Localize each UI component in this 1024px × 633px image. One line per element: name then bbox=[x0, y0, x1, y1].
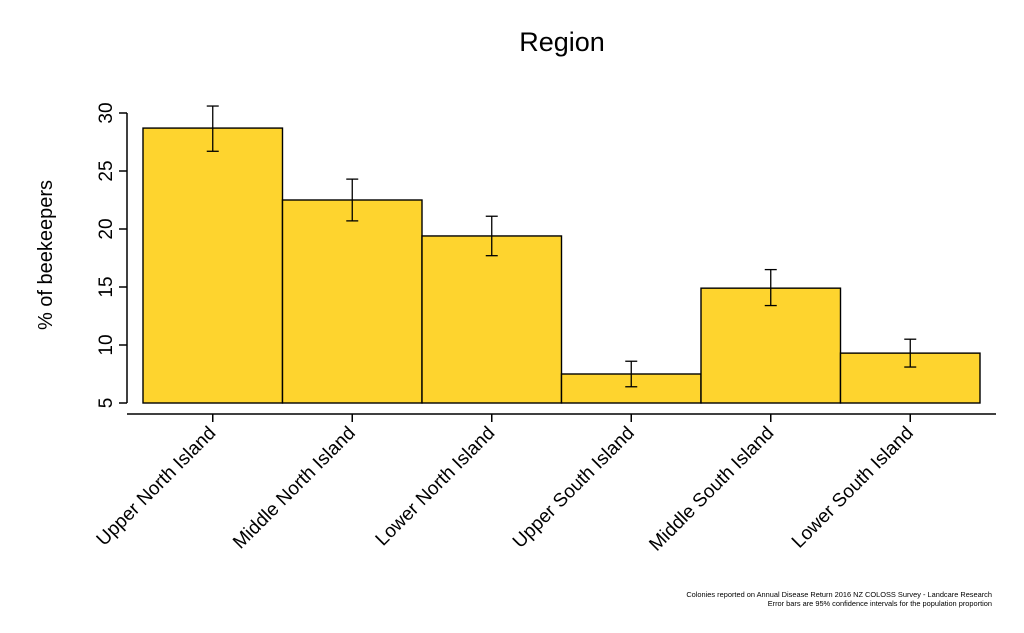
bar bbox=[281, 199, 423, 404]
y-tick-label: 10 bbox=[96, 334, 117, 355]
bar bbox=[421, 235, 563, 404]
y-axis: 5 10 15 20 25 30 bbox=[96, 102, 128, 409]
x-tick-label: Lower South Island bbox=[788, 423, 918, 553]
chart-title: Region bbox=[519, 27, 605, 57]
error-bars-group bbox=[206, 105, 917, 388]
y-tick-label: 15 bbox=[96, 276, 117, 297]
y-tick-label: 5 bbox=[96, 398, 117, 409]
x-tick-label: Upper North Island bbox=[93, 423, 221, 551]
y-tick-label: 25 bbox=[96, 160, 117, 181]
x-axis: Upper North Island Middle North Island Low… bbox=[93, 413, 996, 556]
y-tick-label: 20 bbox=[96, 218, 117, 239]
x-tick-label: Middle North Island bbox=[229, 423, 360, 554]
x-tick-label: Lower North Island bbox=[372, 423, 500, 551]
y-axis-label: % of beekeepers bbox=[35, 180, 57, 330]
bars-group bbox=[142, 127, 981, 404]
footnote-source: Colonies reported on Annual Disease Retu… bbox=[686, 590, 992, 599]
footnote-error-bars: Error bars are 95% confidence intervals … bbox=[768, 599, 992, 608]
bar bbox=[142, 127, 284, 404]
x-tick-label: Middle South Island bbox=[645, 423, 778, 556]
x-tick-label: Upper South Island bbox=[509, 423, 639, 553]
y-tick-label: 30 bbox=[96, 102, 117, 123]
bar bbox=[700, 287, 842, 404]
